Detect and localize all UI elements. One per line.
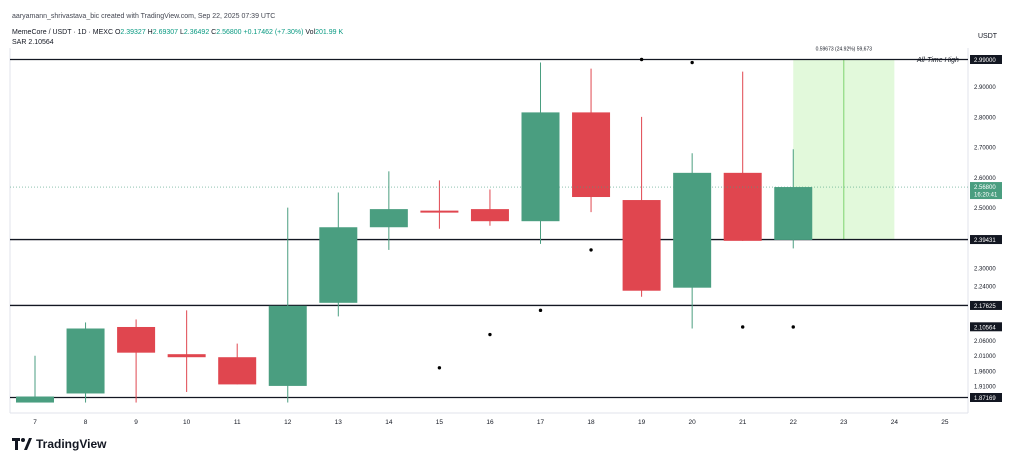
y-tick-label: 2.70000 (974, 146, 996, 152)
sar-label: SAR (12, 39, 27, 46)
level-axis-label-box (970, 300, 1002, 310)
tradingview-brand: TradingView (12, 437, 106, 451)
ohlc-legend: MemeCore / USDT · 1D · MEXC O2.39327 H2.… (12, 29, 343, 36)
x-tick-label: 8 (84, 419, 88, 426)
x-tick-label: 19 (638, 419, 646, 426)
sar-axis-label-box (970, 322, 1002, 332)
x-tick-label: 16 (486, 419, 494, 426)
high-value: 2.69307 (152, 29, 179, 36)
x-tick-label: 17 (537, 419, 545, 426)
candle-body (16, 396, 54, 403)
level-axis-label: 2.99000 (974, 58, 996, 64)
close-label: C (211, 29, 217, 36)
x-tick-label: 12 (284, 419, 292, 426)
x-tick-label: 13 (335, 419, 343, 426)
y-tick-label: 2.30000 (974, 267, 996, 273)
low-value: 2.36492 (183, 29, 210, 36)
close-value: 2.56800 (216, 29, 242, 36)
y-tick-label: 2.60000 (974, 176, 996, 182)
candle-body (521, 112, 560, 222)
currency-label[interactable]: USDT (978, 33, 998, 40)
brand-name: TradingView (36, 437, 107, 451)
candle-body (268, 305, 307, 386)
level-axis-label-box (970, 235, 1002, 245)
candle-body (572, 112, 611, 198)
sar-axis-label: 2.10564 (974, 325, 996, 331)
level-axis-label: 2.39431 (974, 238, 996, 244)
current-price-label: 2.56800 (974, 185, 996, 191)
sar-point (741, 325, 745, 329)
countdown-label: 16:20:41 (974, 193, 998, 199)
candle-body (420, 210, 459, 213)
y-tick-label: 2.24000 (974, 285, 996, 291)
level-axis-label: 1.87169 (974, 396, 996, 402)
created-by-text: aaryamann_shrivastava_bic created with T… (12, 13, 276, 20)
sar-point (639, 57, 644, 62)
x-tick-label: 23 (840, 419, 848, 426)
y-tick-label: 2.50000 (974, 206, 996, 212)
sar-point (690, 60, 694, 65)
x-tick-label: 10 (183, 419, 191, 426)
candle-body (117, 326, 156, 353)
x-tick-label: 14 (385, 419, 393, 426)
level-note: All-Time High (916, 57, 959, 64)
level-axis-label: 2.17625 (974, 304, 996, 310)
x-tick-label: 9 (134, 419, 138, 426)
y-tick-label: 2.01000 (974, 354, 996, 360)
sar-point (791, 325, 795, 329)
symbol-name[interactable]: MemeCore / USDT · 1D · MEXC (12, 29, 113, 36)
candle-body (369, 209, 408, 228)
x-tick-label: 25 (941, 419, 949, 426)
candle-body (622, 200, 661, 291)
x-tick-label: 21 (739, 419, 747, 426)
sar-point (488, 332, 492, 337)
high-label: H (147, 29, 153, 36)
x-tick-label: 22 (790, 419, 798, 426)
candle-body (167, 354, 206, 358)
sar-point (538, 308, 543, 313)
candle-body (218, 357, 257, 385)
candle-body (319, 227, 358, 303)
level-axis-label-box (970, 393, 1002, 402)
y-tick-label: 2.06000 (974, 339, 996, 345)
candle-body (723, 172, 762, 241)
x-tick-label: 15 (436, 419, 444, 426)
volume-label: Vol (305, 29, 316, 36)
volume-value: 201.99 K (315, 29, 344, 36)
low-label: L (180, 29, 184, 36)
x-tick-label: 20 (689, 419, 697, 426)
y-tick-label: 2.80000 (974, 115, 996, 121)
level-axis-label-box (970, 55, 1002, 64)
x-tick-label: 7 (33, 419, 37, 426)
y-tick-label: 1.91000 (974, 384, 996, 390)
open-label: O (114, 29, 121, 36)
y-tick-label: 2.90000 (974, 85, 996, 91)
candle-body (673, 172, 712, 288)
range-measure-label: 0.59673 (24.92%) 59,673 (816, 47, 873, 53)
x-tick-label: 18 (587, 419, 595, 426)
candle-body (66, 328, 105, 394)
open-value: 2.39327 (120, 29, 146, 36)
sar-value: 2.10564 (28, 39, 54, 46)
y-tick-label: 1.96000 (974, 369, 996, 375)
candle-body (774, 187, 813, 240)
candle-body (470, 209, 509, 222)
current-price-box (970, 182, 1002, 200)
sar-point (589, 248, 593, 252)
sar-legend[interactable]: SAR 2.10564 (12, 39, 54, 46)
x-tick-label: 11 (234, 419, 241, 426)
tradingview-logo-icon (12, 438, 32, 450)
x-tick-label: 24 (891, 419, 899, 426)
change-value: +0.17462 (+7.30%) (243, 29, 304, 36)
sar-point (437, 366, 442, 370)
